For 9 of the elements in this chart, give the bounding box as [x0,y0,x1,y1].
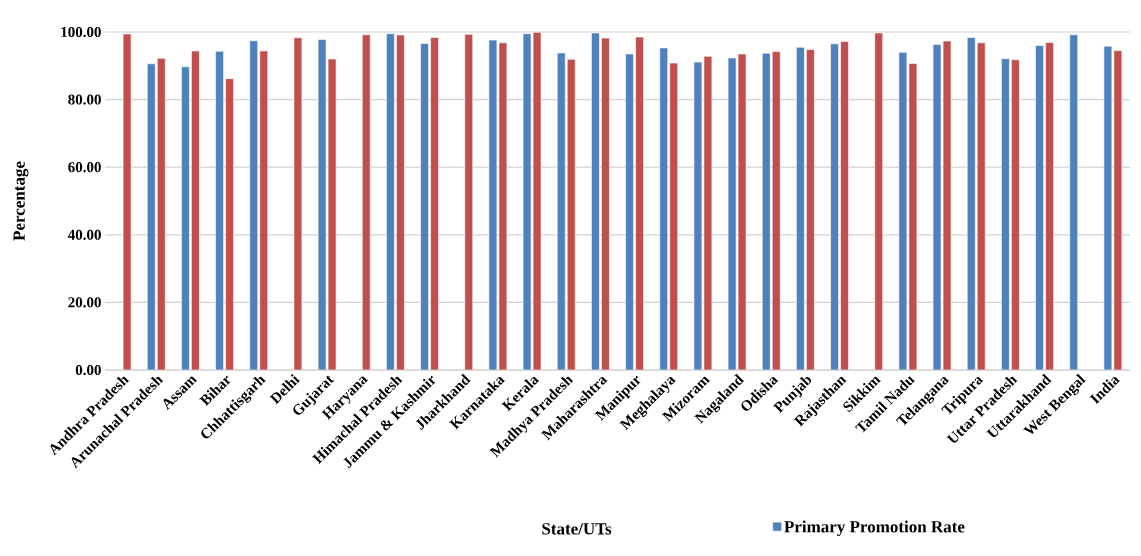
y-tick-label: 40.00 [67,229,101,240]
legend-label: Primary Promotion Rate [784,520,965,536]
y-tick-label: 100.00 [61,26,101,38]
x-axis-title: State/UTs [542,523,612,535]
y-tick-label: 80.00 [68,94,101,105]
y-tick-label: 0.00 [75,364,101,376]
y-axis-title: Percentage [13,161,29,241]
y-tick-label: 60.00 [68,162,101,173]
y-tick-label: 20.00 [68,297,101,308]
